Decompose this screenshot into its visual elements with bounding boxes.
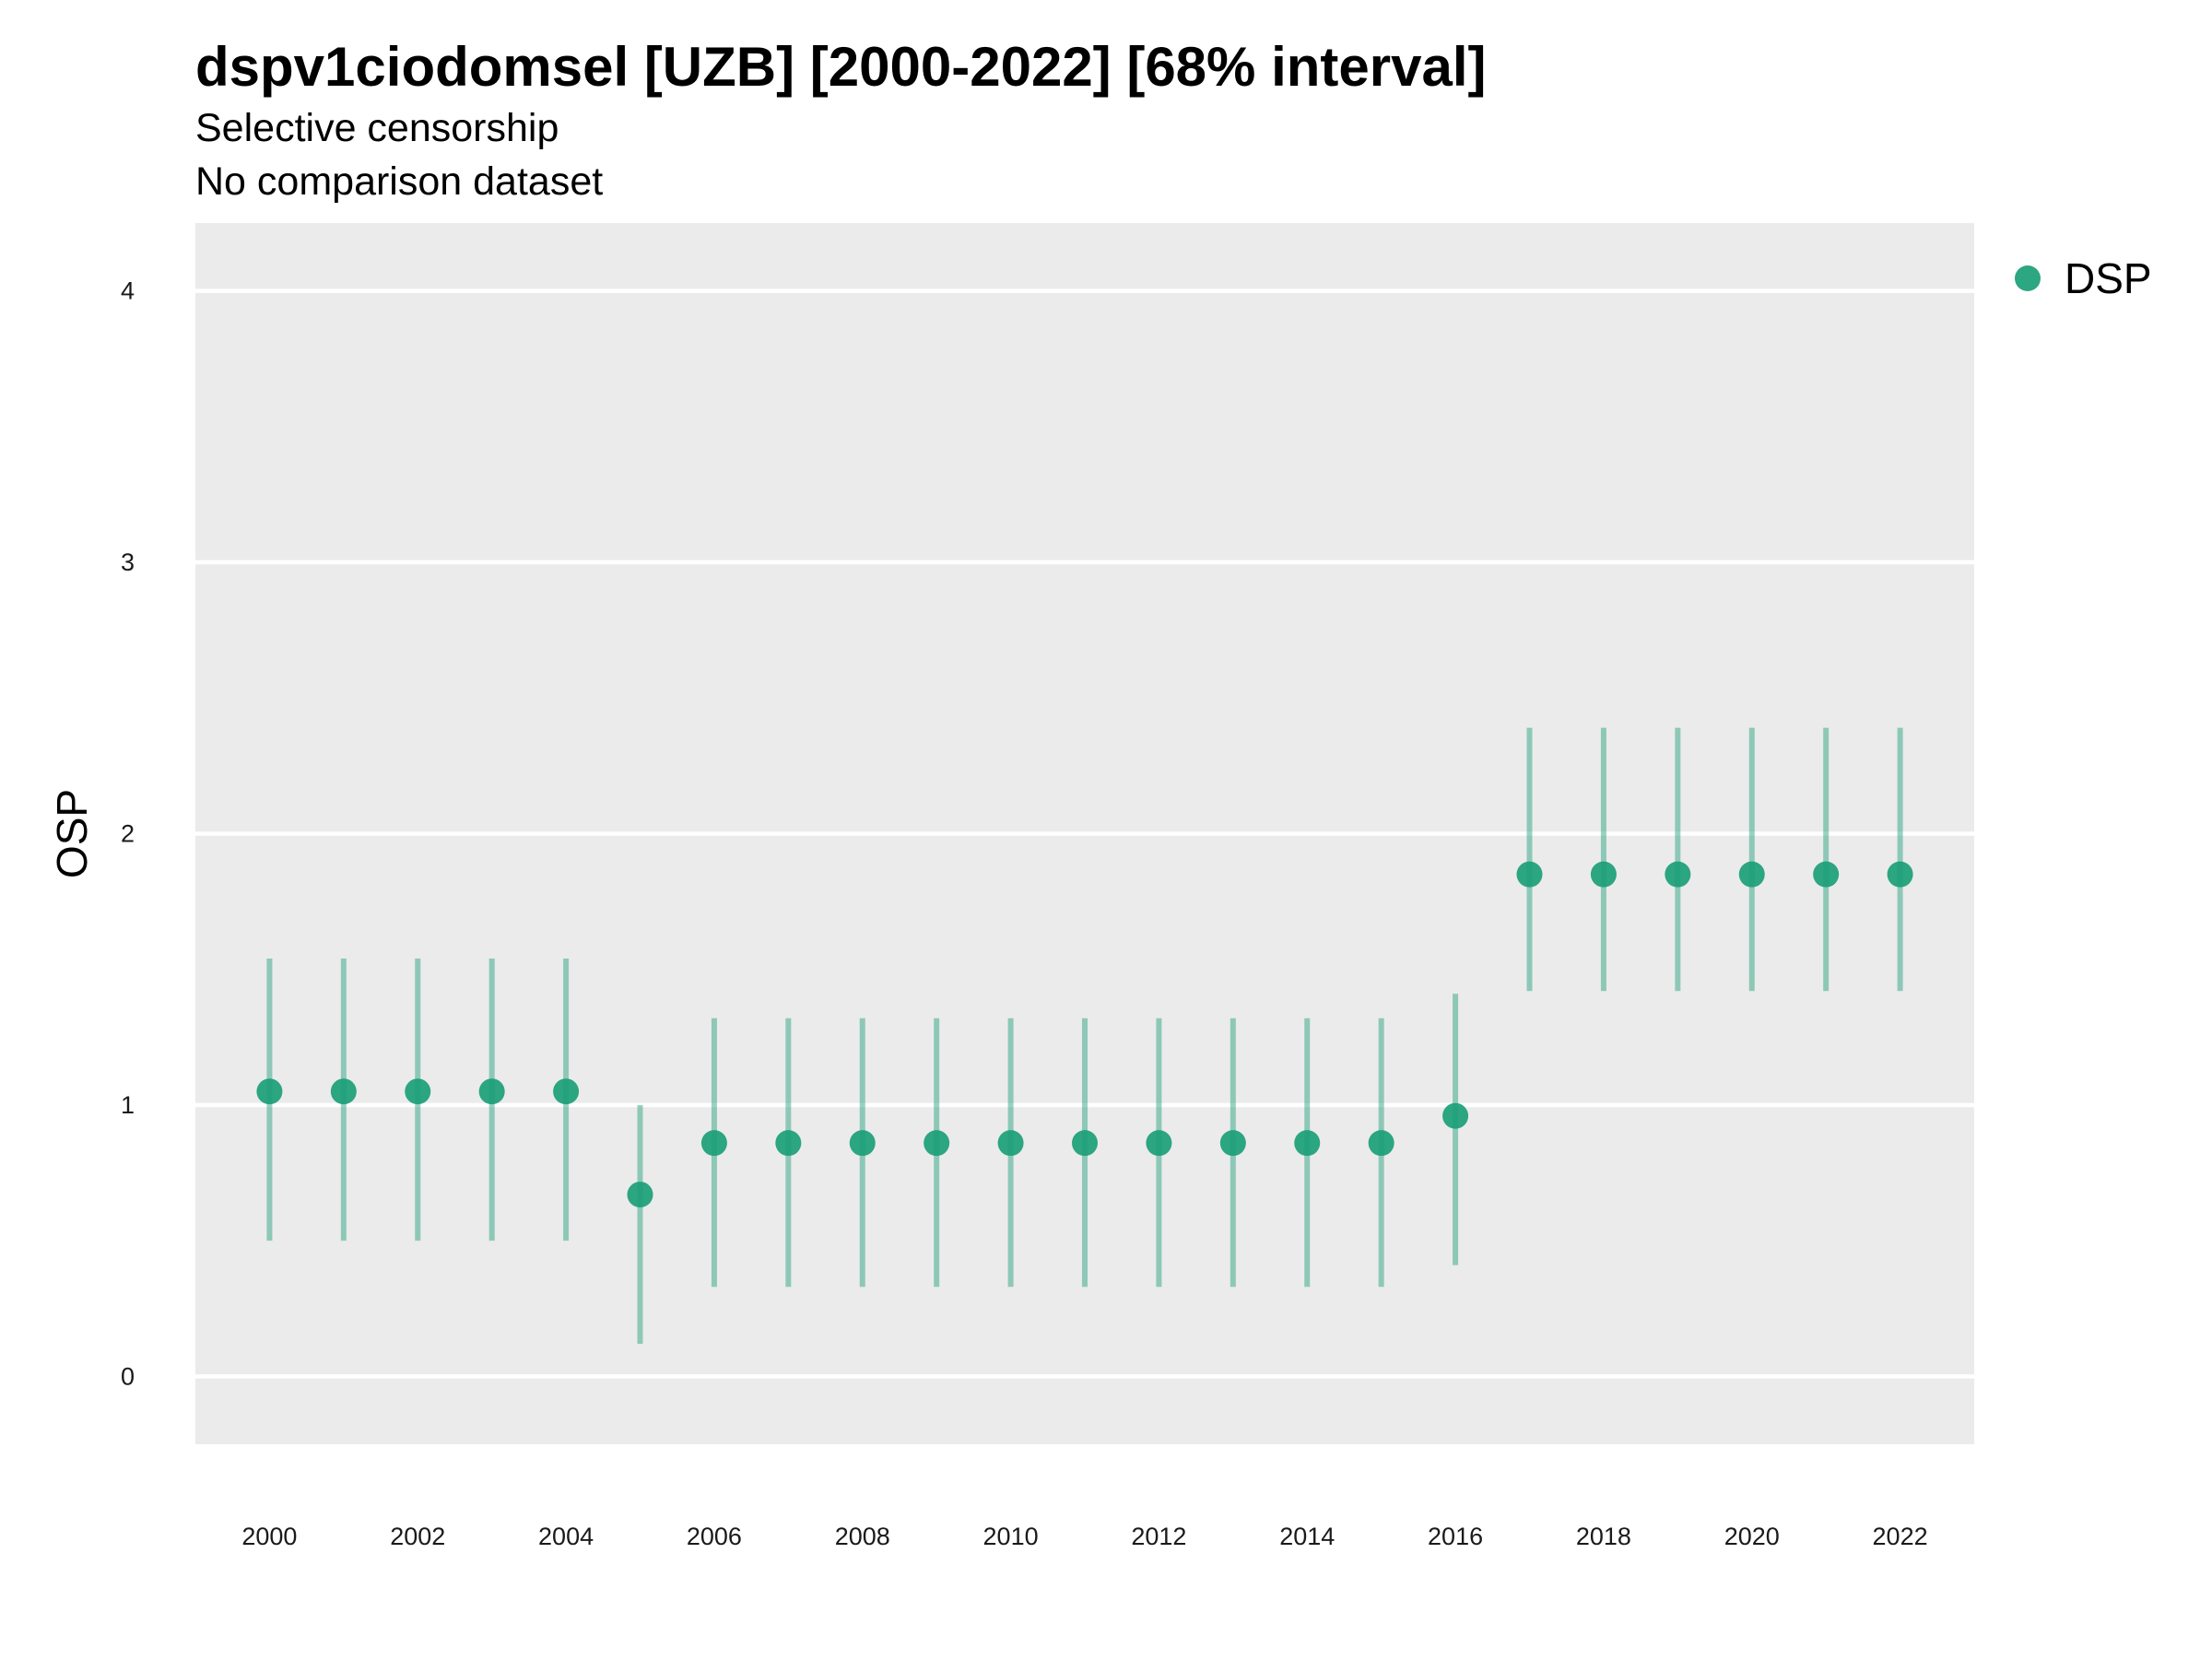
x-tick-label-2000: 2000 [241, 1523, 297, 1550]
estimate-point-2020 [1738, 861, 1765, 888]
x-tick-label-2012: 2012 [1131, 1523, 1186, 1550]
estimate-point-2014 [1294, 1130, 1321, 1157]
estimate-point-2019 [1665, 861, 1691, 888]
estimate-point-2011 [1072, 1130, 1098, 1157]
estimate-point-2021 [1813, 861, 1840, 888]
x-axis-ticks: 2000 2002 2004 2006 2008 2010 2012 2014 2016 2018… [241, 1523, 1927, 1550]
y-tick-label-1: 1 [121, 1091, 135, 1119]
estimate-point-2010 [997, 1130, 1024, 1157]
estimate-points [256, 861, 1913, 1208]
x-tick-label-2018: 2018 [1576, 1523, 1631, 1550]
y-axis-ticks: 0 1 2 3 4 [121, 277, 135, 1391]
estimate-point-2018 [1590, 861, 1617, 888]
chart-subtitle-comparison: No comparison dataset [195, 159, 604, 204]
estimate-point-2015 [1368, 1130, 1394, 1157]
legend-label-dsp: DSP [2065, 254, 2152, 302]
x-tick-label-2020: 2020 [1724, 1523, 1780, 1550]
gridlines [195, 288, 1974, 1379]
legend: DSP [2015, 254, 2152, 302]
y-tick-label-4: 4 [121, 277, 135, 305]
estimate-point-2012 [1146, 1130, 1172, 1157]
x-tick-label-2016: 2016 [1428, 1523, 1483, 1550]
estimate-point-2000 [256, 1078, 283, 1105]
x-tick-label-2002: 2002 [390, 1523, 445, 1550]
estimate-point-2016 [1442, 1102, 1469, 1129]
chart-subtitle: Selective censorship [195, 106, 559, 150]
x-tick-label-2008: 2008 [835, 1523, 890, 1550]
y-tick-label-2: 2 [121, 820, 135, 848]
y-axis-label: OSP [48, 789, 96, 878]
y-tick-label-0: 0 [121, 1362, 135, 1390]
estimate-point-2007 [775, 1130, 802, 1157]
estimate-point-2003 [478, 1078, 505, 1105]
chart-title: dspv1ciodomsel [UZB] [2000-2022] [68% in… [195, 36, 1487, 98]
estimate-point-2017 [1516, 861, 1543, 888]
estimate-point-2022 [1887, 861, 1913, 888]
x-tick-label-2014: 2014 [1279, 1523, 1335, 1550]
y-tick-label-3: 3 [121, 548, 135, 576]
estimate-point-2002 [405, 1078, 431, 1105]
estimate-point-2008 [849, 1130, 876, 1157]
x-tick-label-2010: 2010 [983, 1523, 1039, 1550]
estimate-point-2006 [700, 1130, 727, 1157]
estimate-point-2004 [553, 1078, 580, 1105]
estimate-point-2005 [627, 1182, 653, 1208]
estimate-point-2001 [330, 1078, 357, 1105]
estimate-point-2013 [1219, 1130, 1246, 1157]
x-tick-label-2004: 2004 [538, 1523, 594, 1550]
legend-marker-dsp [2015, 265, 2041, 291]
estimate-point-2009 [924, 1130, 950, 1157]
x-tick-label-2006: 2006 [687, 1523, 742, 1550]
x-tick-label-2022: 2022 [1873, 1523, 1928, 1550]
